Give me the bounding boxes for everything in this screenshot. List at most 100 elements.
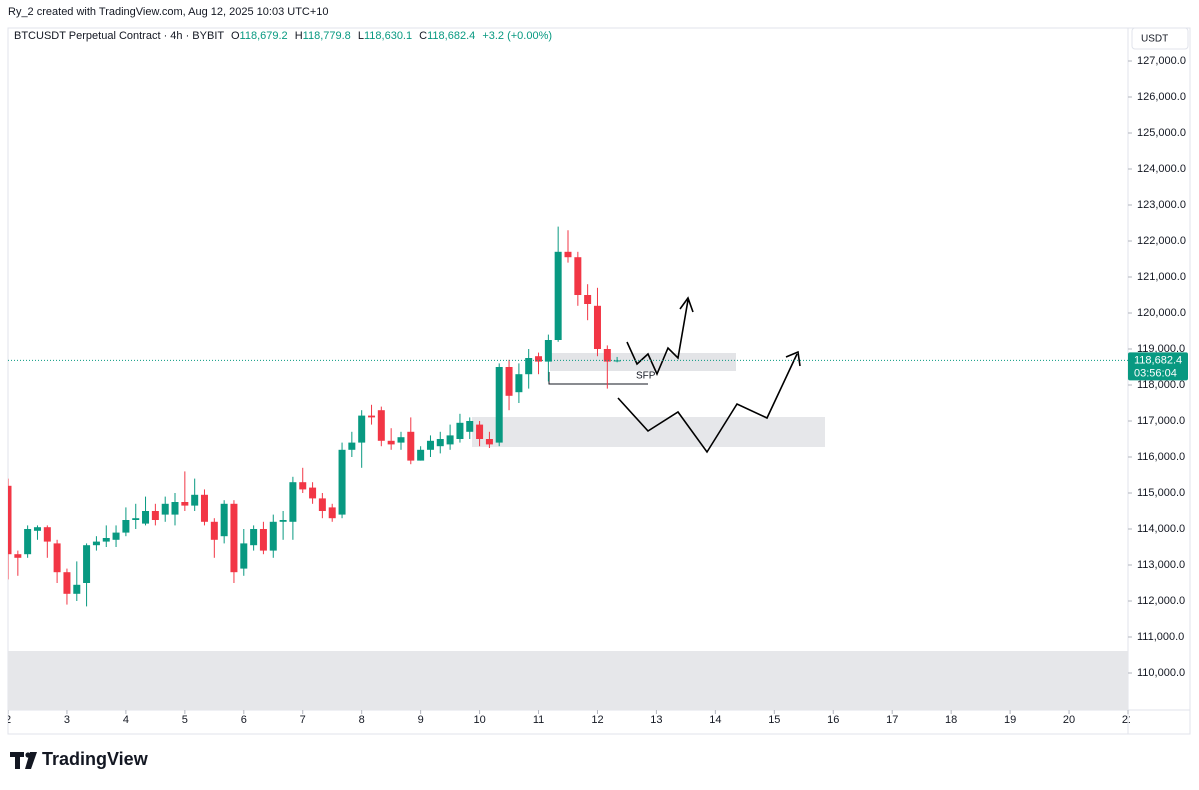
y-tick-label: 120,000.0: [1137, 307, 1186, 319]
candle-body: [43, 527, 51, 542]
candle-body: [377, 410, 385, 441]
x-tick-label: 6: [241, 714, 247, 726]
brand-logo: [10, 752, 37, 769]
candle-body: [535, 356, 543, 362]
y-tick-label: 114,000.0: [1137, 523, 1185, 535]
x-tick-label: 5: [182, 714, 188, 726]
frame: [7, 27, 1191, 735]
candle-body: [63, 572, 71, 594]
x-tick-label: 20: [1063, 714, 1075, 726]
drawings: [8, 296, 1128, 710]
legend-field-label: L: [358, 30, 364, 42]
projection-arrow: [617, 353, 798, 454]
x-tick-label: 10: [473, 714, 485, 726]
candle-body: [318, 498, 326, 511]
y-tick-label: 119,000.0: [1137, 343, 1185, 355]
candle-body: [171, 501, 179, 515]
candle-body: [259, 528, 267, 551]
candle-body: [151, 510, 159, 520]
x-tick-label: 15: [768, 714, 780, 726]
projection-arrow: [626, 299, 689, 376]
brand: TradingView: [42, 749, 149, 769]
candle-body: [112, 532, 120, 540]
currency-box[interactable]: [1131, 27, 1189, 50]
x-tick-label: 3: [64, 714, 70, 726]
candle-body: [200, 494, 208, 522]
x-tick-label: 2: [5, 714, 11, 726]
candle-body: [397, 437, 405, 443]
candle-body: [14, 554, 22, 558]
candle-body: [8, 485, 12, 555]
candle-body: [485, 438, 493, 445]
x-tick-label: 4: [123, 714, 129, 726]
y-tick-label: 118,000.0: [1137, 379, 1185, 391]
y-axis: 110,000.0 111,000.0 112,000.0 113,000.0 114,…: [1128, 55, 1188, 679]
currency[interactable]: USDT: [1141, 34, 1168, 45]
annotation: SFP: [636, 371, 656, 382]
legend-field-value: 118,679.2: [240, 30, 288, 42]
legend-field-label: H: [295, 30, 303, 42]
candle-body: [436, 438, 444, 447]
x-tick-label: 13: [650, 714, 662, 726]
last-price-label: 118,682.4: [1134, 354, 1182, 366]
candle-body: [574, 257, 582, 296]
candle-body: [24, 528, 32, 555]
candle-body: [220, 503, 228, 537]
x-tick-label: 14: [709, 714, 721, 726]
legend-field-value: 118,630.1: [364, 30, 412, 42]
candle-body: [554, 251, 562, 341]
x-tick-label: 12: [591, 714, 603, 726]
countdown: 03:56:04: [1134, 367, 1177, 379]
x-tick-label: 17: [886, 714, 898, 726]
candle-body: [309, 487, 317, 499]
x-axis: 2 3 4 5 6 7 8 9 10 11 12 13 14 15 16 17 18 19 20 21: [5, 710, 1134, 726]
y-tick-label: 116,000.0: [1137, 451, 1185, 463]
y-tick-label: 112,000.0: [1137, 595, 1185, 607]
y-tick-label: 111,000.0: [1137, 631, 1184, 643]
candle-body: [407, 431, 415, 461]
candle-body: [456, 422, 464, 439]
y-tick-label: 127,000.0: [1137, 55, 1186, 67]
zone: [8, 651, 1128, 710]
x-tick-label: 9: [418, 714, 424, 726]
candle-body: [83, 545, 91, 583]
candle-body: [495, 367, 503, 443]
candle-body: [73, 584, 81, 594]
x-tick-label: 21: [1122, 714, 1134, 726]
candle-body: [338, 449, 346, 515]
y-tick-label: 123,000.0: [1137, 199, 1186, 211]
candle-body: [250, 528, 258, 546]
plot-area: [8, 226, 1128, 607]
candle-body: [358, 415, 366, 443]
x-tick-label: 11: [533, 714, 544, 726]
zone: [472, 417, 825, 447]
candle-body: [515, 374, 523, 393]
legend-field-label: O: [231, 30, 240, 42]
legend-field-value: 118,779.8: [303, 30, 351, 42]
y-tick-label: 121,000.0: [1137, 271, 1186, 283]
candle-body: [122, 519, 130, 533]
credit: Ry_2 created with TradingView.com, Aug 1…: [8, 6, 329, 18]
candle-body: [299, 482, 307, 490]
y-tick-label: 122,000.0: [1137, 235, 1186, 247]
x-tick-label: 8: [359, 714, 365, 726]
x-tick-label: 7: [300, 714, 306, 726]
candle-body: [368, 415, 376, 418]
candle-body: [33, 527, 41, 531]
candle-body: [289, 482, 297, 522]
candle-body: [181, 501, 189, 506]
candle-body: [544, 340, 552, 362]
candle-body: [603, 349, 611, 362]
candle-body: [161, 503, 169, 515]
candle-body: [446, 435, 454, 445]
candle-body: [584, 295, 592, 305]
y-tick-label: 126,000.0: [1137, 91, 1186, 103]
candle-body: [240, 543, 248, 569]
legend-change: +3.2 (+0.00%): [482, 30, 552, 42]
candle-body: [525, 358, 533, 375]
arrow-head: [785, 350, 801, 367]
y-tick-label: 113,000.0: [1137, 559, 1185, 571]
candle-body: [279, 519, 287, 522]
